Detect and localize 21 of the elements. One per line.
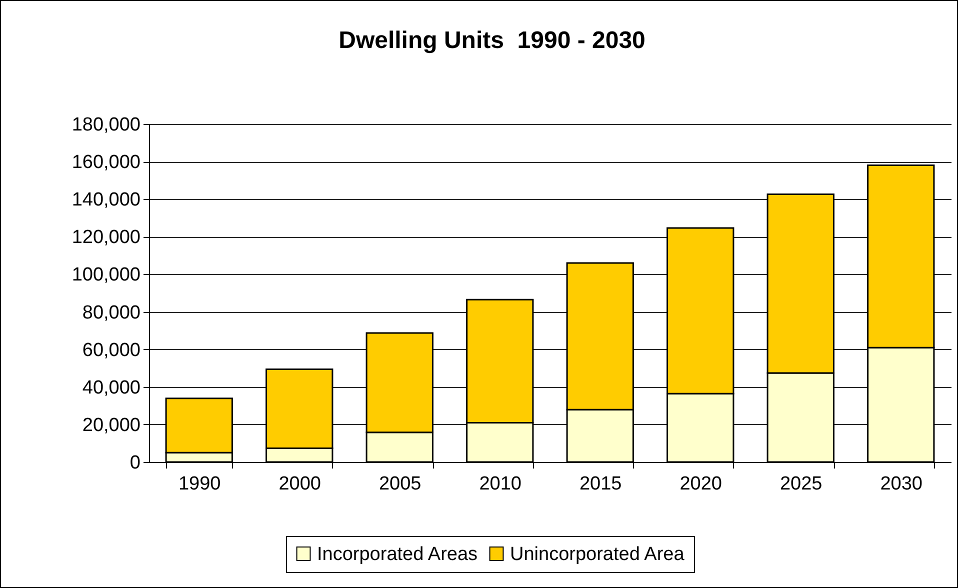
y-tick-label: 120,000 <box>72 227 140 248</box>
y-tick-label: 60,000 <box>82 340 140 361</box>
y-tick-label: 100,000 <box>72 264 140 286</box>
x-tick-label: 2000 <box>278 474 322 494</box>
y-tick-label: 180,000 <box>72 114 140 136</box>
y-tick-label: 80,000 <box>82 302 140 324</box>
x-tick-label: 2025 <box>780 474 822 494</box>
x-tick-label: 2005 <box>378 474 422 494</box>
y-tick-label: 160,000 <box>72 152 140 174</box>
x-tick-label: 2030 <box>880 474 923 494</box>
x-tick-label: 2010 <box>479 474 522 494</box>
legend-label: Unincorporated Area <box>510 544 685 565</box>
x-tick-label: 2015 <box>579 474 622 494</box>
y-tick-label: 40,000 <box>82 377 140 398</box>
y-tick-label: 140,000 <box>72 190 140 211</box>
legend-label: Incorporated Areas <box>317 544 478 565</box>
y-tick-label: 0 <box>130 452 140 474</box>
y-tick-label: 20,000 <box>82 414 140 436</box>
x-tick-label: 1990 <box>178 474 221 494</box>
chart-title: Dwelling Units 1990 - 2030 <box>338 27 646 54</box>
x-tick-label: 2020 <box>680 474 722 494</box>
